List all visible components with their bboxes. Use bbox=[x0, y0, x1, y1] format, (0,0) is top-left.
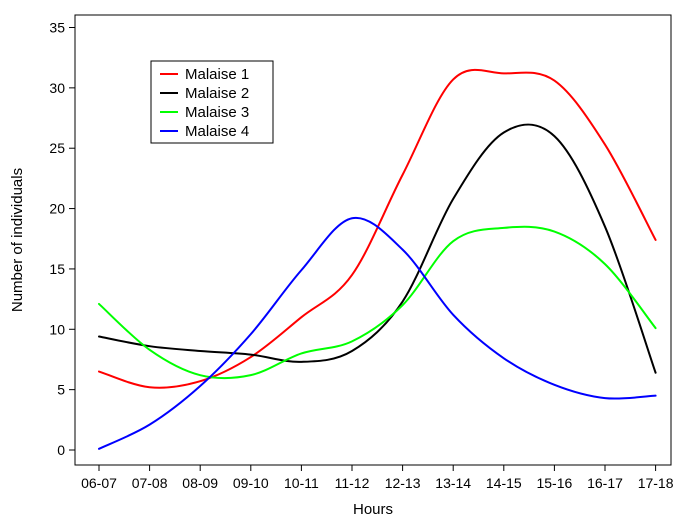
x-tick-label: 17-18 bbox=[638, 475, 674, 491]
series-line-4 bbox=[98, 216, 657, 450]
x-tick-label: 15-16 bbox=[536, 475, 572, 491]
x-tick-label: 13-14 bbox=[435, 475, 471, 491]
y-tick-label: 30 bbox=[49, 80, 65, 96]
y-tick-label: 35 bbox=[49, 20, 65, 36]
x-tick-label: 11-12 bbox=[335, 475, 370, 491]
x-tick-label: 09-10 bbox=[233, 475, 269, 491]
series-layer bbox=[98, 68, 657, 450]
y-tick-label: 10 bbox=[49, 321, 65, 337]
x-tick-label: 16-17 bbox=[587, 475, 623, 491]
plot-frame bbox=[74, 14, 672, 466]
series-line-3 bbox=[98, 225, 657, 380]
legend-label-1: Malaise 1 bbox=[185, 66, 249, 83]
legend-label-4: Malaise 4 bbox=[185, 123, 249, 140]
x-tick-label: 10-11 bbox=[284, 475, 319, 491]
x-axis: 06-07 07-08 08-09 09-10 10-11 11-12 12-13 13-14… bbox=[81, 465, 674, 491]
y-tick-label: 15 bbox=[49, 261, 65, 277]
y-axis: 0 5 10 15 20 25 30 35 bbox=[49, 20, 75, 458]
x-axis-title: Hours bbox=[353, 501, 393, 518]
y-axis-title: Number of individuals bbox=[9, 168, 26, 312]
legend-label-2: Malaise 2 bbox=[185, 85, 249, 102]
x-tick-label: 14-15 bbox=[486, 475, 522, 491]
x-tick-label: 07-08 bbox=[132, 475, 168, 491]
y-tick-label: 0 bbox=[57, 442, 65, 458]
x-tick-label: 06-07 bbox=[81, 475, 117, 491]
x-tick-label: 08-09 bbox=[182, 475, 218, 491]
legend: Malaise 1 Malaise 2 Malaise 3 Malaise 4 bbox=[150, 60, 274, 144]
x-tick-label: 12-13 bbox=[385, 475, 421, 491]
series-line-1 bbox=[98, 68, 657, 389]
y-tick-label: 5 bbox=[57, 382, 65, 398]
y-tick-label: 20 bbox=[49, 201, 65, 217]
legend-label-3: Malaise 3 bbox=[185, 104, 249, 121]
series-line-2 bbox=[98, 123, 657, 374]
y-tick-label: 25 bbox=[49, 140, 65, 156]
